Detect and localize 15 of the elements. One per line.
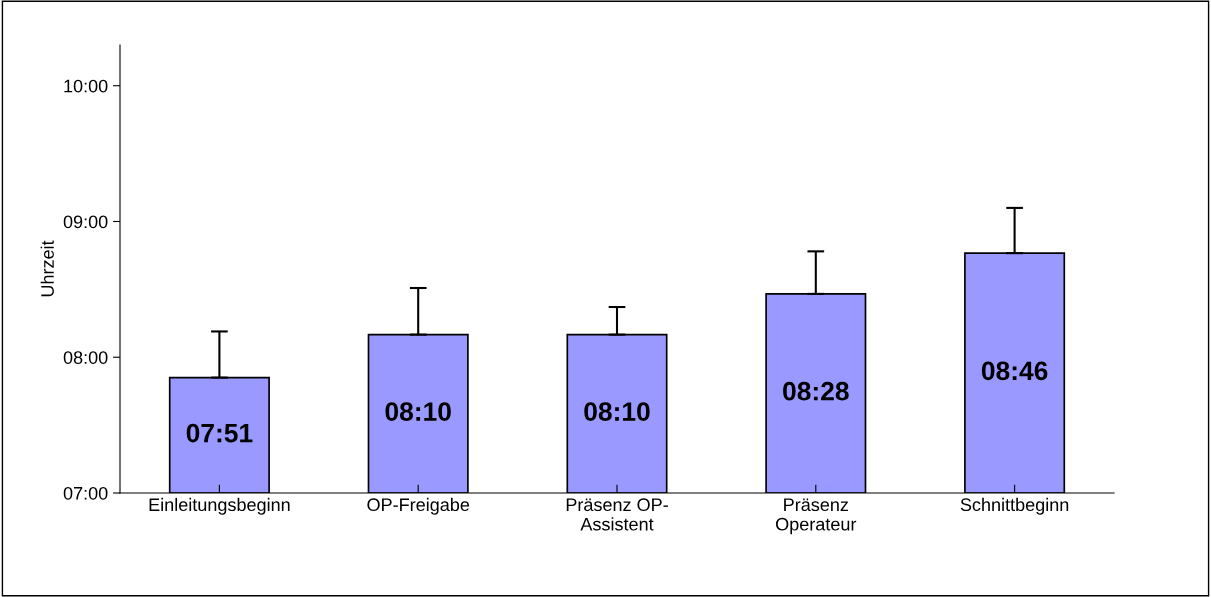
data-label: 07:51 bbox=[186, 423, 253, 443]
x-tick-label: OP-Freigabe bbox=[367, 497, 470, 515]
y-axis-title: Uhrzeit bbox=[40, 240, 54, 297]
y-tick-label: 08:00 bbox=[63, 351, 108, 364]
data-label: 08:46 bbox=[981, 361, 1048, 381]
x-tick-label: Einleitungsbeginn bbox=[149, 497, 290, 515]
data-label: 08:10 bbox=[385, 402, 451, 421]
x-tick-label: Präsenz Operateur bbox=[776, 498, 857, 535]
x-tick-label: Schnittbeginn bbox=[960, 497, 1069, 515]
data-label: 08:28 bbox=[783, 381, 849, 401]
y-tick-label: 07:00 bbox=[63, 486, 108, 500]
y-tick-label: 10:00 bbox=[64, 79, 108, 93]
x-tick-label: Präsenz OP- Assistent bbox=[566, 498, 668, 531]
data-label: 08:10 bbox=[584, 402, 650, 421]
y-tick-label: 09:00 bbox=[63, 215, 108, 229]
